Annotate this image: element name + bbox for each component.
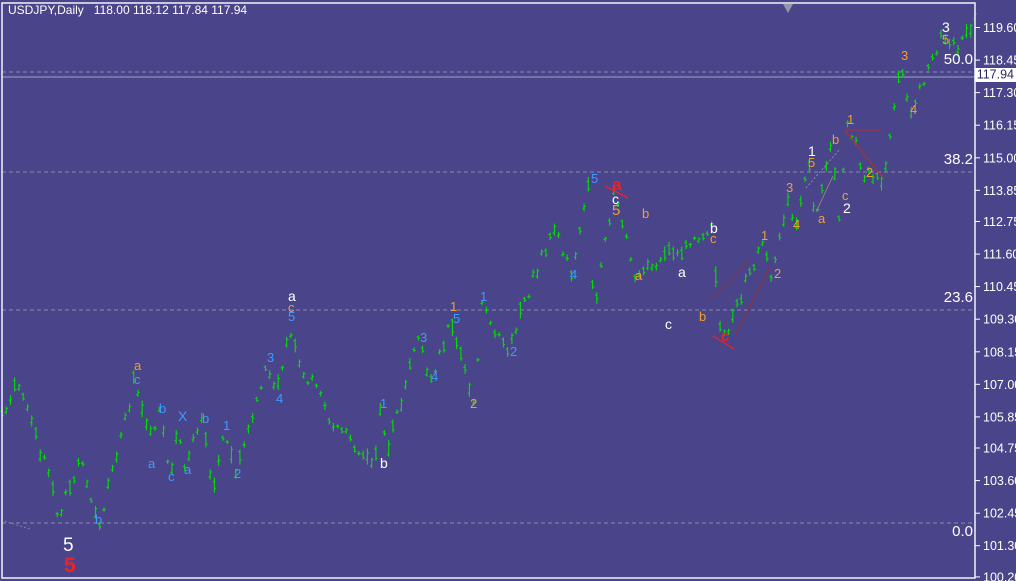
svg-text:113.85: 113.85 (983, 184, 1016, 198)
svg-text:a: a (148, 456, 156, 471)
svg-text:a: a (134, 358, 142, 373)
svg-text:c: c (665, 316, 672, 332)
svg-text:115.00: 115.00 (983, 151, 1016, 165)
svg-text:c: c (710, 231, 717, 246)
svg-text:5: 5 (64, 554, 76, 577)
svg-text:118.45: 118.45 (983, 54, 1016, 68)
svg-text:3: 3 (786, 180, 793, 195)
svg-text:b: b (832, 132, 839, 147)
svg-text:4: 4 (276, 391, 283, 406)
svg-text:4: 4 (431, 369, 438, 384)
svg-text:X: X (178, 408, 188, 424)
svg-text:100.20: 100.20 (983, 570, 1016, 581)
svg-text:2: 2 (866, 165, 873, 180)
svg-text:1: 1 (380, 396, 387, 411)
svg-text:a: a (635, 268, 643, 283)
svg-text:1: 1 (847, 112, 854, 127)
svg-text:5: 5 (288, 309, 295, 324)
svg-text:2: 2 (234, 466, 241, 481)
svg-text:109.30: 109.30 (983, 313, 1016, 327)
svg-text:5: 5 (453, 311, 460, 326)
svg-text:1: 1 (761, 228, 768, 243)
svg-text:119.60: 119.60 (983, 21, 1016, 35)
svg-text:a: a (818, 211, 826, 226)
svg-text:a: a (678, 264, 686, 280)
svg-text:23.6: 23.6 (944, 289, 973, 306)
svg-text:103.60: 103.60 (983, 474, 1016, 488)
svg-text:5: 5 (591, 171, 598, 186)
svg-text:1: 1 (223, 418, 230, 433)
svg-text:c: c (134, 372, 141, 387)
svg-text:3: 3 (901, 48, 908, 63)
svg-text:5: 5 (808, 155, 815, 170)
svg-text:1: 1 (480, 289, 487, 304)
svg-text:b: b (380, 455, 388, 471)
svg-text:4: 4 (570, 267, 577, 282)
svg-text:c: c (721, 328, 729, 345)
svg-text:5: 5 (942, 32, 949, 47)
svg-text:2: 2 (843, 200, 851, 216)
svg-text:50.0: 50.0 (944, 51, 973, 68)
svg-text:5: 5 (612, 202, 620, 219)
svg-text:5: 5 (63, 535, 74, 556)
svg-text:4: 4 (910, 102, 917, 117)
svg-text:110.45: 110.45 (983, 280, 1016, 294)
svg-text:b: b (202, 411, 209, 426)
svg-text:b: b (699, 309, 706, 324)
svg-text:104.75: 104.75 (983, 442, 1016, 456)
svg-text:3: 3 (420, 330, 427, 345)
svg-text:2: 2 (470, 396, 477, 411)
svg-text:0.0: 0.0 (952, 523, 973, 540)
svg-text:USDJPY,Daily 118.00 118.12 1: USDJPY,Daily 118.00 118.12 117.84 117.94 (8, 3, 247, 17)
svg-text:102.45: 102.45 (983, 507, 1016, 521)
svg-text:112.75: 112.75 (983, 215, 1016, 229)
svg-text:38.2: 38.2 (944, 151, 973, 168)
svg-text:4: 4 (793, 217, 800, 232)
svg-text:b: b (159, 401, 166, 416)
svg-text:b: b (642, 206, 649, 221)
svg-text:2: 2 (510, 344, 517, 359)
svg-text:117.94: 117.94 (977, 68, 1014, 82)
svg-text:b: b (95, 512, 102, 527)
svg-text:116.15: 116.15 (983, 119, 1016, 133)
svg-text:3: 3 (267, 350, 274, 365)
svg-text:101.30: 101.30 (983, 539, 1016, 553)
svg-text:c: c (168, 469, 175, 484)
svg-text:107.00: 107.00 (983, 378, 1016, 392)
svg-text:105.85: 105.85 (983, 410, 1016, 424)
svg-text:111.60: 111.60 (983, 248, 1016, 262)
svg-text:117.30: 117.30 (983, 86, 1016, 100)
svg-text:a: a (184, 462, 192, 477)
svg-text:2: 2 (774, 266, 781, 281)
svg-text:108.15: 108.15 (983, 345, 1016, 359)
